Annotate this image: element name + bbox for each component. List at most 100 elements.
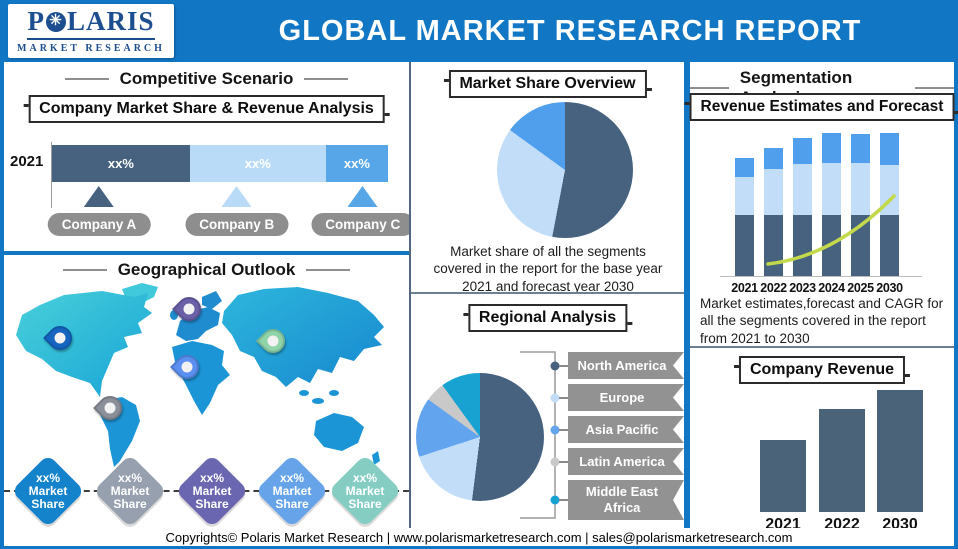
map-pin-dot (267, 335, 279, 347)
stacked-bar (793, 138, 812, 276)
diamond-text: xx% Market Share (28, 470, 68, 511)
map-pin-dot (104, 402, 116, 414)
market-share-segment: xx% (189, 145, 326, 182)
market-share-segment: xx% (325, 145, 388, 182)
legend-connector-line (520, 351, 556, 519)
company-marker: Company C (311, 186, 415, 236)
market-share-pie-chart (497, 102, 633, 238)
triangle-pointer-icon (84, 186, 115, 207)
stacked-bar (735, 158, 754, 276)
footer-text: Copyrights© Polaris Market Research | ww… (165, 529, 793, 545)
panel-geographical-outlook: Geographical Outlook (4, 255, 409, 528)
region-ribbon: Asia Pacific (568, 416, 684, 443)
diamond-text: xx% Market Share (192, 470, 232, 511)
company-label: Company C (311, 213, 415, 236)
region-row: Asia Pacific (550, 416, 684, 443)
company-share-stacked-bar: xx% xx% xx% (52, 145, 388, 182)
region-row: Europe (550, 384, 684, 411)
region-row: Latin America (550, 448, 684, 475)
region-ribbon: Middle East Africa (568, 480, 684, 520)
diamond-text: xx% Market Share (110, 470, 150, 511)
region-ribbon: Latin America (568, 448, 684, 475)
region-tick (559, 499, 568, 501)
panel-market-share-overview: Market Share Overview Market share of al… (411, 62, 684, 294)
regional-analysis-title: Regional Analysis (462, 304, 633, 332)
x-axis-label: 2030 (876, 281, 903, 295)
region-ribbon: Europe (568, 384, 684, 411)
logo-letter-p: P (27, 6, 45, 36)
map-pin-central-asia (170, 350, 204, 384)
panel-competitive-scenario: Competitive Scenario Company Market Shar… (4, 62, 415, 251)
footer: Copyrights© Polaris Market Research | ww… (4, 528, 954, 546)
revenue-forecast-title: Revenue Estimates and Forecast (684, 93, 958, 121)
right-divider (690, 346, 954, 348)
company-share-box-title: Company Market Share & Revenue Analysis (23, 95, 390, 123)
competitive-scenario-heading: Competitive Scenario (4, 69, 409, 89)
map-pin-dot (54, 332, 66, 344)
company-marker: Company A (47, 186, 151, 236)
logo-letters-rest: LARIS (66, 6, 155, 36)
x-axis-label: 2022 (760, 281, 787, 295)
x-axis-label: 2023 (789, 281, 816, 295)
company-markers: Company A Company B Company C (47, 186, 415, 246)
revenue-forecast-chart: 2021 2022 2023 2024 2025 2030 (720, 125, 922, 295)
market-share-diamond: xx% Market Share (328, 454, 402, 528)
cagr-trend-line (766, 194, 896, 266)
axis-line (51, 142, 52, 208)
market-share-diamond: xx% Market Share (93, 454, 167, 528)
x-axis-label: 2025 (847, 281, 874, 295)
panel-company-revenue: Company Revenue 2021 2022 2030 (690, 348, 954, 533)
revenue-bar (877, 390, 923, 512)
triangle-pointer-icon (347, 186, 378, 207)
x-axis-label: 2021 (731, 281, 758, 295)
region-dot (550, 393, 560, 402)
x-axis-line (720, 276, 922, 277)
map-pin-dot (183, 303, 195, 315)
revenue-bar (760, 440, 806, 512)
map-pin-dot (181, 361, 193, 373)
region-tick (559, 364, 568, 367)
market-share-diamond: xx% Market Share (11, 454, 85, 528)
region-dot (550, 361, 560, 370)
revenue-bar (819, 409, 865, 512)
panel-segmentation-analysis: Segmentation Analysis Revenue Estimates … (684, 62, 958, 346)
map-pin-north-america (43, 321, 77, 355)
market-share-overview-title: Market Share Overview (443, 70, 652, 98)
map-pin-east-asia (256, 324, 290, 358)
market-share-diamond: xx% Market Share (255, 454, 329, 528)
panel-regional-analysis: Regional Analysis North America Europe Asi… (411, 294, 684, 528)
x-axis-label: 2024 (818, 281, 845, 295)
geographical-outlook-heading: Geographical Outlook (4, 260, 409, 280)
logo-wordmark: P ✳ LARIS (27, 8, 154, 35)
report-header: P ✳ LARIS MARKET RESEARCH GLOBAL MARKET RE… (0, 0, 958, 62)
triangle-pointer-icon (221, 186, 252, 207)
map-pin-south-america (93, 391, 127, 425)
region-row: North America (550, 352, 684, 379)
column-divider (409, 62, 411, 528)
market-share-diamond: xx% Market Share (175, 454, 249, 528)
market-share-description: Market share of all the segments covered… (433, 244, 663, 294)
region-dot (550, 457, 560, 466)
world-map (16, 283, 384, 467)
region-tick (559, 428, 568, 431)
diamond-text: xx% Market Share (272, 470, 312, 511)
company-marker: Company B (185, 186, 289, 236)
region-dot (550, 495, 560, 505)
region-ribbon: North America (568, 352, 684, 379)
segmentation-description: Market estimates,forecast and CAGR for a… (700, 296, 944, 346)
logo-subtitle: MARKET RESEARCH (17, 43, 165, 54)
polaris-logo: P ✳ LARIS MARKET RESEARCH (8, 4, 174, 58)
regional-pie-chart (416, 373, 544, 501)
region-dot (550, 425, 560, 434)
page-title: GLOBAL MARKET RESEARCH REPORT (278, 14, 862, 47)
company-label: Company B (185, 213, 289, 236)
middle-divider (411, 292, 684, 294)
company-label: Company A (47, 213, 151, 236)
company-revenue-chart: 2021 2022 2030 (750, 382, 935, 533)
stacked-bar (880, 133, 899, 276)
year-label: 2021 (10, 153, 44, 170)
polaris-star-icon: ✳ (45, 11, 66, 32)
diamond-text: xx% Market Share (345, 470, 385, 511)
region-tick (559, 396, 568, 399)
